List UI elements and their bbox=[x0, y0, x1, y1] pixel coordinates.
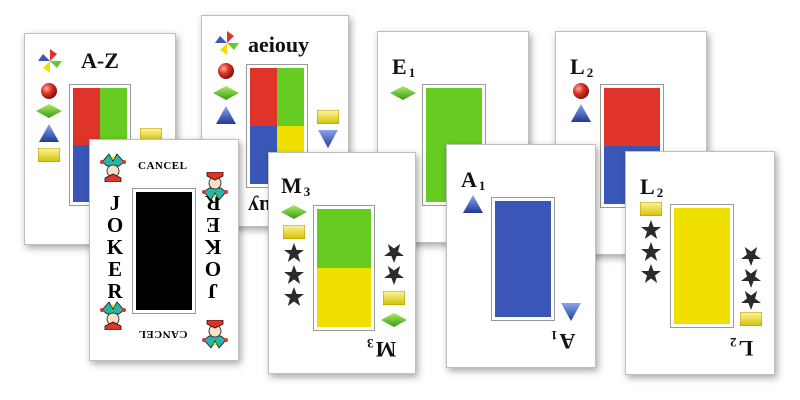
yellow-cell bbox=[317, 268, 371, 327]
pinwheel-icon bbox=[38, 49, 62, 73]
yellow-rect-icon bbox=[317, 110, 339, 124]
green-diamond-icon bbox=[281, 205, 307, 219]
blue-triangle-down-icon bbox=[561, 303, 581, 321]
yellow-cell bbox=[674, 208, 730, 324]
jester-icon bbox=[202, 320, 228, 349]
color-panel bbox=[670, 204, 734, 328]
card-label-inverted: L2 bbox=[730, 335, 754, 361]
star-icon bbox=[741, 247, 761, 266]
cancel-label: CANCEL bbox=[138, 160, 188, 172]
green-cell bbox=[100, 88, 127, 145]
yellow-rect-icon bbox=[283, 225, 305, 239]
star-icon bbox=[741, 269, 761, 288]
card-joker[interactable]: CANCEL JOKER JOKER CANCEL bbox=[89, 139, 239, 361]
yellow-rect-icon bbox=[383, 291, 405, 305]
blue-triangle-down-icon bbox=[318, 130, 338, 148]
jester-icon bbox=[100, 153, 126, 182]
star-icon bbox=[384, 244, 404, 263]
red-ball-icon bbox=[41, 83, 57, 99]
joker-vertical-text: JOKER bbox=[106, 191, 124, 303]
red-ball-icon bbox=[573, 83, 589, 99]
card-label: aeiouy bbox=[248, 32, 310, 57]
red-ball-icon bbox=[218, 63, 234, 79]
star-icon bbox=[284, 243, 304, 262]
black-cell bbox=[136, 192, 192, 310]
color-panel bbox=[313, 205, 375, 331]
jester-icon bbox=[202, 172, 228, 201]
star-icon bbox=[641, 220, 661, 239]
cancel-label-inverted: CANCEL bbox=[138, 328, 188, 340]
blue-triangle-icon bbox=[216, 106, 236, 124]
green-cell bbox=[277, 68, 304, 126]
red-cell bbox=[73, 88, 100, 145]
red-cell bbox=[604, 88, 660, 146]
card-label-inverted: M3 bbox=[367, 336, 397, 362]
black-panel bbox=[132, 188, 196, 314]
yellow-rect-icon bbox=[38, 148, 60, 162]
pinwheel-icon bbox=[215, 31, 239, 55]
green-diamond-icon bbox=[390, 86, 416, 100]
yellow-rect-icon bbox=[140, 128, 162, 142]
green-diamond-icon bbox=[381, 313, 407, 327]
joker-vertical-text-inverted: JOKER bbox=[204, 191, 222, 303]
star-icon bbox=[641, 264, 661, 283]
blue-triangle-icon bbox=[571, 104, 591, 122]
blue-triangle-icon bbox=[463, 195, 483, 213]
color-panel bbox=[491, 197, 555, 321]
star-icon bbox=[284, 265, 304, 284]
card-label: A-Z bbox=[81, 48, 119, 73]
yellow-rect-icon bbox=[740, 312, 762, 326]
red-cell bbox=[250, 68, 277, 126]
yellow-rect-icon bbox=[640, 202, 662, 216]
star-icon bbox=[641, 242, 661, 261]
blue-cell bbox=[495, 201, 551, 317]
jester-icon bbox=[100, 301, 126, 330]
star-icon bbox=[741, 291, 761, 310]
green-cell bbox=[317, 209, 371, 268]
green-diamond-icon bbox=[36, 104, 62, 118]
star-icon bbox=[384, 266, 404, 285]
blue-triangle-icon bbox=[39, 124, 59, 142]
green-diamond-icon bbox=[213, 86, 239, 100]
card-label-inverted: A1 bbox=[551, 328, 576, 354]
star-icon bbox=[284, 287, 304, 306]
